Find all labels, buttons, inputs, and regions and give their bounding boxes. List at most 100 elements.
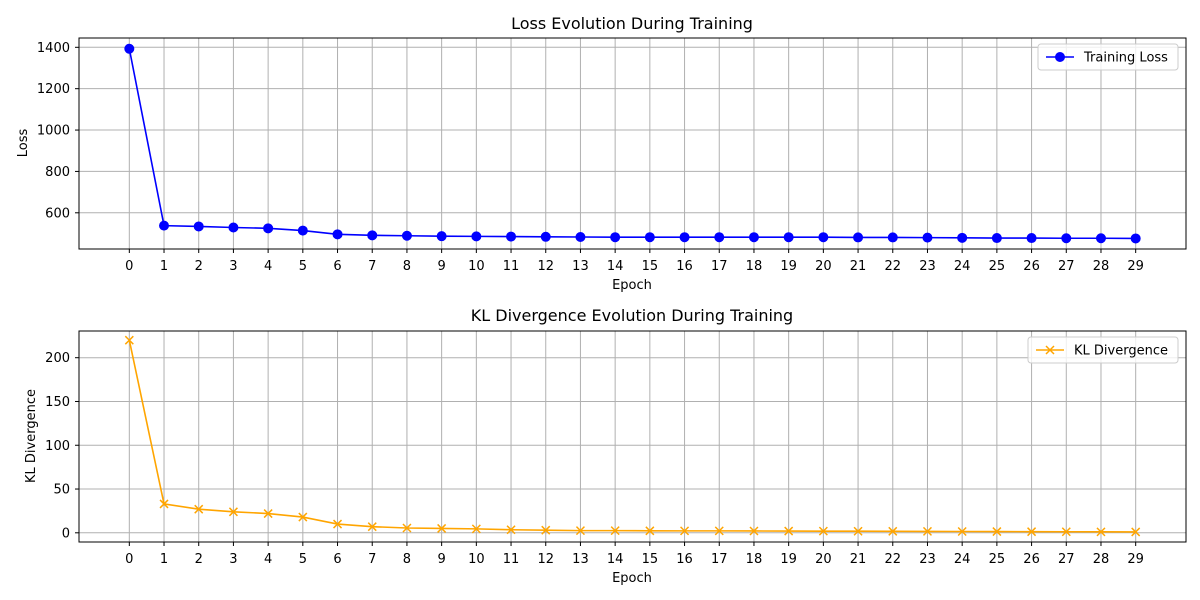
kl-x-tick-label: 11 [503, 552, 520, 567]
loss-chart-x-ticks: 0 1 2 3 4 5 6 7 8 9 10 11 12 13 14 15 16 17 18 19 20 21 22 23 24… [125, 249, 1144, 274]
kl-x-tick-label: 12 [537, 552, 554, 567]
loss-legend-label: Training Loss [1083, 51, 1168, 66]
kl-data-point [992, 527, 1002, 537]
kl-chart-y-ticks: 0 50 100 150 200 [45, 351, 79, 541]
loss-x-tick-label: 21 [850, 259, 867, 274]
kl-y-tick-label: 200 [45, 351, 70, 366]
loss-x-tick-label: 18 [746, 259, 763, 274]
loss-data-point [228, 222, 239, 233]
kl-x-tick-label: 19 [780, 552, 797, 567]
kl-data-point [471, 524, 481, 534]
loss-chart-ylabel: Loss [16, 129, 31, 158]
kl-data-point [853, 526, 863, 536]
loss-y-tick-label: 600 [45, 206, 70, 221]
kl-x-tick-label: 24 [954, 552, 971, 567]
kl-y-tick-label: 150 [45, 395, 70, 410]
kl-data-point [957, 526, 967, 537]
kl-data-point [402, 523, 412, 533]
loss-data-point [957, 232, 968, 243]
loss-data-point [1130, 233, 1141, 244]
kl-x-tick-label: 14 [607, 552, 624, 567]
kl-data-point [680, 526, 690, 536]
loss-data-point [575, 232, 586, 243]
kl-x-tick-label: 10 [468, 552, 485, 567]
kl-legend-label: KL Divergence [1074, 344, 1168, 359]
kl-data-point [645, 526, 655, 536]
kl-series-line [128, 340, 1136, 533]
loss-y-tick-label: 1400 [37, 41, 70, 56]
loss-x-tick-label: 23 [919, 259, 936, 274]
kl-chart-legend: KL Divergence [1027, 336, 1179, 364]
kl-x-tick-label: 27 [1058, 552, 1075, 567]
loss-x-tick-label: 22 [884, 259, 901, 274]
loss-x-tick-label: 11 [503, 259, 520, 274]
loss-x-tick-label: 29 [1127, 259, 1144, 274]
loss-data-point [679, 232, 690, 243]
loss-data-point [332, 229, 343, 240]
kl-data-point [1096, 527, 1106, 537]
loss-x-tick-label: 1 [160, 259, 168, 274]
kl-chart: KL Divergence Evolution During Training … [24, 306, 1187, 586]
kl-data-point [263, 509, 273, 519]
loss-data-point [540, 231, 551, 242]
loss-data-point [922, 232, 933, 243]
loss-data-point [159, 220, 170, 231]
loss-data-point [610, 232, 621, 243]
loss-x-tick-label: 26 [1023, 259, 1040, 274]
loss-x-tick-label: 12 [537, 259, 554, 274]
loss-x-tick-label: 17 [711, 259, 728, 274]
kl-data-point [818, 526, 828, 536]
loss-data-point [818, 232, 829, 243]
kl-data-point [714, 526, 724, 536]
kl-data-point [575, 526, 585, 536]
kl-y-tick-label: 0 [62, 526, 70, 541]
kl-x-tick-label: 28 [1093, 552, 1110, 567]
loss-data-point [853, 232, 864, 243]
kl-data-point [784, 526, 794, 536]
kl-data-point [888, 526, 898, 536]
loss-data-point [367, 230, 378, 241]
kl-x-tick-label: 22 [884, 552, 901, 567]
loss-data-point [1061, 233, 1072, 244]
loss-data-point [887, 232, 898, 243]
kl-chart-series [124, 335, 1141, 537]
loss-series-line [128, 48, 1136, 240]
kl-x-tick-label: 29 [1127, 552, 1144, 567]
loss-data-point [991, 233, 1002, 244]
kl-y-tick-label: 50 [53, 483, 70, 498]
loss-x-tick-label: 9 [437, 259, 445, 274]
loss-chart-legend: Training Loss [1037, 43, 1179, 71]
loss-data-point [506, 231, 517, 242]
kl-data-point [610, 526, 620, 536]
kl-x-tick-label: 4 [264, 552, 272, 567]
loss-data-point [1095, 233, 1106, 244]
loss-y-tick-label: 1200 [37, 82, 70, 97]
kl-data-point [1027, 527, 1037, 537]
loss-x-tick-label: 0 [125, 259, 133, 274]
kl-x-tick-label: 16 [676, 552, 693, 567]
loss-x-tick-label: 8 [403, 259, 411, 274]
loss-x-tick-label: 19 [780, 259, 797, 274]
kl-x-tick-label: 26 [1023, 552, 1040, 567]
kl-x-tick-label: 2 [195, 552, 203, 567]
loss-x-tick-label: 6 [333, 259, 341, 274]
kl-data-point [159, 499, 169, 509]
loss-x-tick-label: 3 [229, 259, 237, 274]
kl-data-point [749, 526, 759, 536]
kl-data-point [194, 504, 204, 514]
kl-x-tick-label: 21 [850, 552, 867, 567]
loss-x-tick-label: 7 [368, 259, 376, 274]
kl-data-point [367, 522, 377, 532]
loss-data-point [263, 223, 274, 234]
kl-legend-marker [1045, 345, 1055, 355]
loss-x-tick-label: 27 [1058, 259, 1075, 274]
loss-x-tick-label: 24 [954, 259, 971, 274]
kl-chart-x-ticks: 0 1 2 3 4 5 6 7 8 9 10 11 12 13 14 15 16 17 18 19 20 21 22 23 24… [125, 542, 1144, 567]
loss-data-point [436, 231, 447, 242]
loss-x-tick-label: 4 [264, 259, 272, 274]
loss-x-tick-label: 15 [642, 259, 659, 274]
kl-data-point [124, 335, 134, 345]
kl-legend-box [1027, 336, 1179, 364]
kl-x-tick-label: 1 [160, 552, 168, 567]
